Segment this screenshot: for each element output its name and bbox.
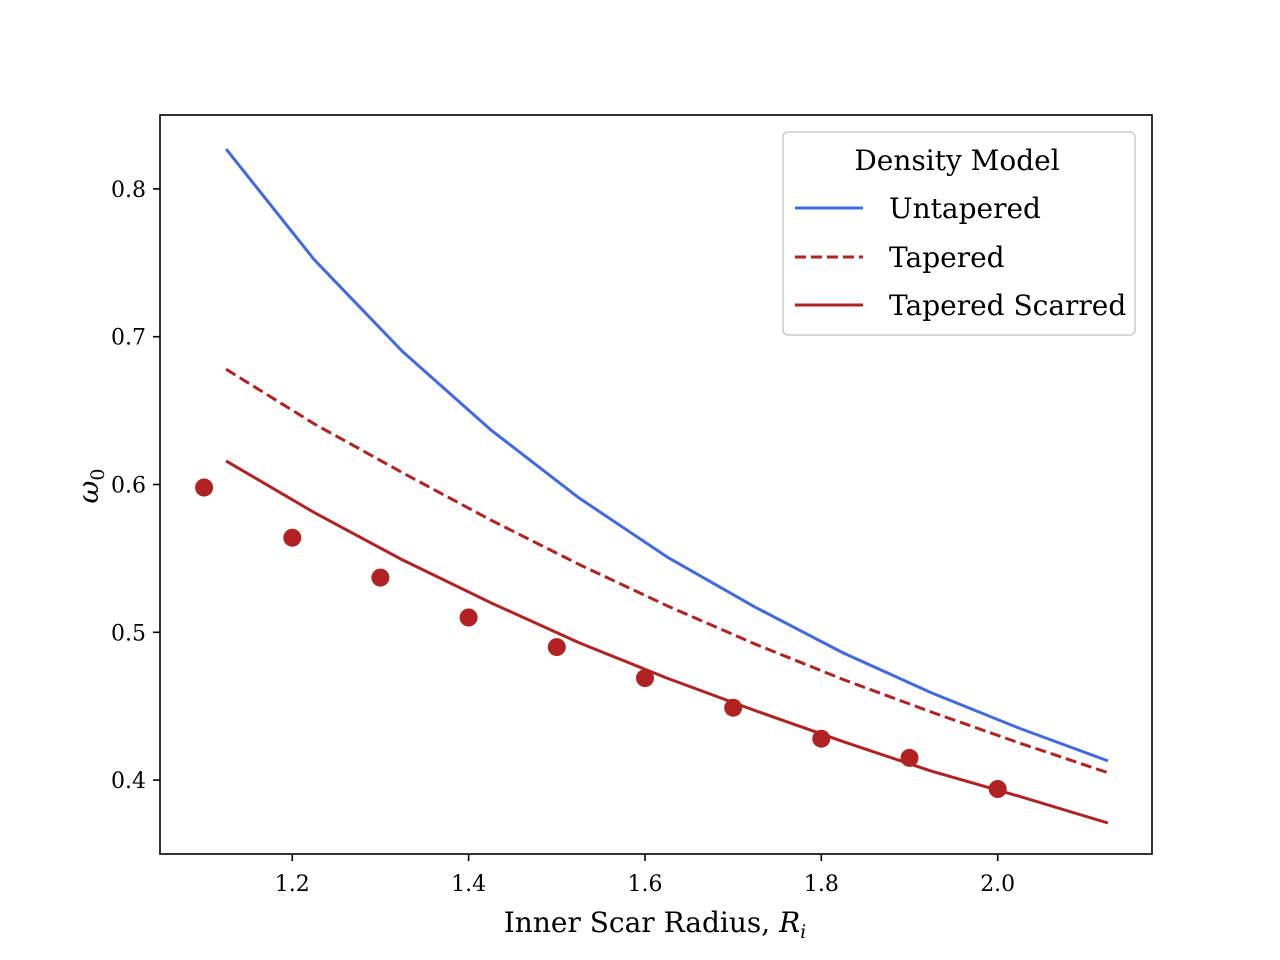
plot-points — [195, 478, 1007, 798]
y-tick-label: 0.5 — [111, 621, 146, 646]
x-axis-title-symbol: R — [778, 906, 800, 939]
series-line-tapered — [225, 367, 1109, 775]
scatter-point — [459, 608, 478, 627]
x-tick-label: 2.0 — [980, 872, 1015, 897]
scatter-point — [988, 780, 1007, 798]
y-axis-ticks: 0.4 0.5 0.6 0.7 0.8 — [111, 178, 160, 794]
series-line-untapered — [224, 148, 1109, 763]
scatter-point — [283, 528, 302, 547]
scatter-point — [371, 568, 390, 587]
x-axis-title: Inner Scar Radius, Ri — [504, 906, 807, 943]
plot-lines — [224, 148, 1109, 825]
scatter-point — [195, 478, 214, 497]
scatter-point — [724, 698, 743, 717]
x-tick-label: 1.4 — [451, 872, 486, 897]
legend-label-tapered: Tapered — [889, 241, 1005, 274]
y-tick-label: 0.7 — [111, 326, 146, 351]
x-tick-label: 1.6 — [627, 872, 662, 897]
scatter-point — [812, 729, 831, 748]
y-axis-title-subscript: 0 — [87, 469, 109, 481]
y-tick-label: 0.6 — [111, 474, 146, 499]
legend-box — [782, 131, 1136, 336]
x-axis-title-subscript: i — [800, 921, 806, 943]
y-axis-title: ω0 — [72, 469, 109, 504]
y-axis-title-symbol: ω — [72, 480, 105, 503]
x-axis-ticks: 1.2 1.4 1.6 1.8 2.0 — [275, 854, 1015, 897]
legend: Density Model Untapered Tapered Tapered … — [782, 131, 1136, 336]
y-tick-label: 0.8 — [111, 178, 146, 203]
scatter-point — [900, 748, 919, 767]
x-tick-label: 1.2 — [275, 872, 310, 897]
series-line-tapered-scarred — [225, 459, 1109, 825]
legend-title: Density Model — [854, 144, 1059, 177]
x-axis-title-text: Inner Scar Radius, — [504, 906, 779, 939]
y-tick-label: 0.4 — [111, 769, 146, 794]
scatter-point — [636, 669, 654, 688]
legend-label-tapered-scarred: Tapered Scarred — [889, 289, 1126, 322]
legend-label-untapered: Untapered — [889, 192, 1041, 225]
scatter-point — [547, 638, 566, 657]
x-tick-label: 1.8 — [804, 872, 839, 897]
